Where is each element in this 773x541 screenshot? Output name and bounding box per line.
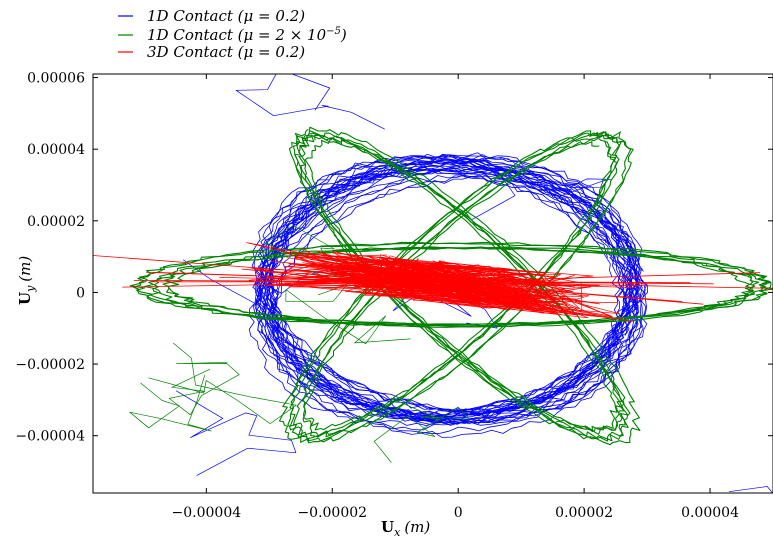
- series-1-stray: [285, 284, 411, 345]
- series-2-ray: [439, 281, 773, 289]
- series-1-stray: [129, 375, 212, 432]
- x-tick-label: −0.00004: [172, 505, 242, 521]
- series-layer: [93, 74, 773, 493]
- y-tick-label: 0.00006: [27, 71, 85, 87]
- series-0-loop: [268, 165, 639, 415]
- series-1-loop: [302, 133, 632, 438]
- series-2-ray: [219, 277, 440, 283]
- series-2-ray: [146, 272, 440, 283]
- series-1-loop: [278, 130, 620, 444]
- legend-entry-1d-contact-2e-5: 1D Contact (μ = 2 × 10−5): [147, 26, 347, 44]
- series-0-stray: [235, 74, 385, 130]
- series-2-trace: [358, 258, 580, 309]
- legend-entry-1d-contact-0-2: 1D Contact (μ = 0.2): [147, 7, 305, 25]
- series-1-stray: [148, 342, 297, 424]
- series-0-loop: [259, 161, 639, 426]
- series-1-stray: [168, 361, 240, 416]
- y-tick-label: −0.00004: [15, 429, 85, 445]
- y-tick-label: 0.00002: [27, 214, 85, 230]
- series-2-ray: [122, 281, 440, 288]
- series-0-loop: [258, 155, 647, 424]
- series-2-ray: [439, 281, 691, 283]
- series-1-loop: [298, 134, 623, 432]
- y-tick-label: 0: [76, 285, 85, 301]
- legend-entry-3d-contact-0-2: 3D Contact (μ = 0.2): [147, 43, 305, 61]
- series-0-loop: [255, 167, 638, 425]
- y-tick-label: 0.00004: [27, 142, 85, 158]
- series-2-trace: [288, 254, 568, 307]
- x-tick-label: 0.00004: [681, 505, 739, 521]
- series-0-loop: [251, 154, 639, 425]
- series-1-loop: [304, 137, 625, 433]
- y-tick-label: −0.00002: [15, 357, 85, 373]
- series-2-ray: [439, 272, 761, 283]
- series-0-stray: [176, 390, 297, 476]
- x-tick-label: −0.00002: [297, 505, 367, 521]
- x-axis-label: Ux (m): [381, 518, 430, 539]
- series-2-ray: [93, 255, 440, 283]
- series-2-trace: [346, 254, 594, 319]
- series-1-stray: [373, 397, 470, 463]
- tick-layer: −0.00004 −0.00002 0 0.00002 0.00004 −0.00004 −…: [15, 71, 773, 521]
- series-1-loop: [292, 134, 618, 435]
- series-0-loop: [252, 155, 647, 423]
- series-1-loop: [288, 130, 629, 442]
- series-0-loop: [265, 168, 621, 419]
- series-2-ray: [439, 281, 704, 305]
- x-tick-label: 0: [454, 505, 463, 521]
- plot-frame: [92, 73, 773, 494]
- series-0-loop: [266, 168, 630, 411]
- legend: 1D Contact (μ = 0.2) 1D Contact (μ = 2 ×…: [118, 7, 347, 61]
- y-axis-label: Uy(m): [16, 256, 37, 305]
- x-tick-label: 0.00002: [555, 505, 613, 521]
- series-1-loop: [129, 241, 771, 326]
- series-1-loop: [292, 131, 634, 443]
